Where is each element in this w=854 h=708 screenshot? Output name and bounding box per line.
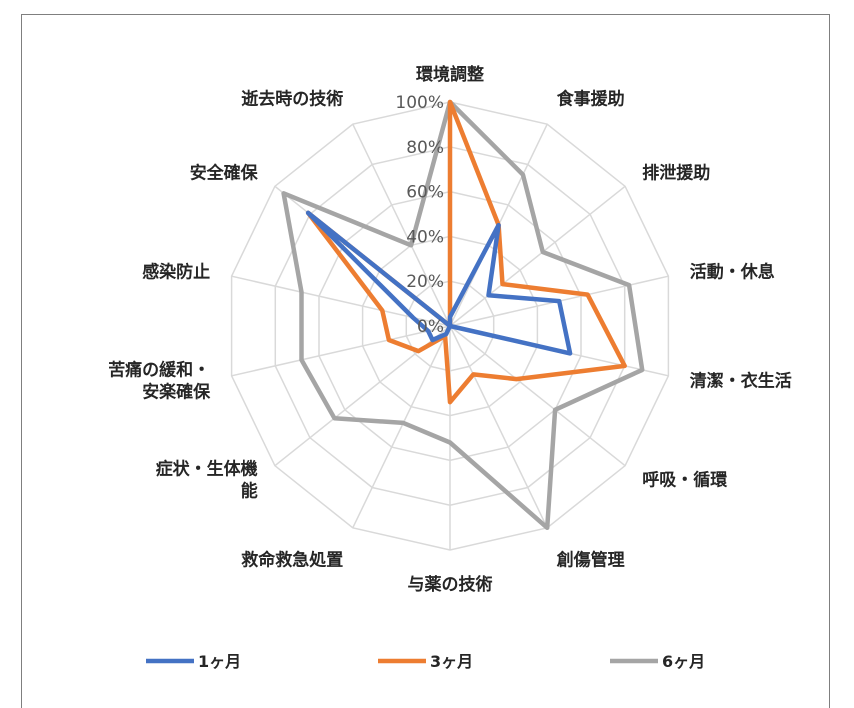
category-label: 活動・休息 <box>690 261 775 282</box>
category-label: 苦痛の緩和・安楽確保 <box>108 360 211 403</box>
grid-spoke <box>352 325 451 529</box>
series-line <box>305 210 573 356</box>
tick-label: 80% <box>406 138 444 158</box>
tick-label: 100% <box>395 93 444 113</box>
series-line <box>305 99 627 405</box>
grid-spoke <box>449 185 626 327</box>
tick-label: 0% <box>417 317 444 337</box>
category-label: 症状・生体機能 <box>156 458 258 501</box>
tick-label: 20% <box>406 272 444 292</box>
series-lines <box>281 99 645 531</box>
category-label: 環境調整 <box>416 64 484 85</box>
category-label: 清潔・衣生活 <box>690 371 792 392</box>
category-label: 逝去時の技術 <box>241 88 343 109</box>
category-label: 排泄援助 <box>642 163 710 184</box>
category-label: 与薬の技術 <box>408 574 493 595</box>
legend-label: 6ヶ月 <box>662 652 705 671</box>
category-label: 感染防止 <box>142 261 210 282</box>
chart-frame <box>21 14 830 708</box>
grid-spoke <box>449 325 626 467</box>
grid-spoke <box>231 325 451 377</box>
legend-label: 1ヶ月 <box>198 652 241 671</box>
category-label: 食事援助 <box>557 88 625 109</box>
legend-label: 3ヶ月 <box>430 652 473 671</box>
category-label: 創傷管理 <box>556 550 625 571</box>
legend: 1ヶ月 3ヶ月 6ヶ月 <box>146 652 705 671</box>
tick-label: 40% <box>406 227 444 247</box>
grid-spoke <box>449 325 548 529</box>
category-label: 呼吸・循環 <box>642 469 728 490</box>
radial-axis-ticks: 0% 20% 40% 60% 80% 100% <box>395 93 444 337</box>
grid-spoke <box>352 123 451 327</box>
category-label: 救命救急処置 <box>241 550 343 571</box>
tick-label: 60% <box>406 183 444 203</box>
category-label: 安全確保 <box>190 163 259 184</box>
series-line <box>281 99 645 531</box>
